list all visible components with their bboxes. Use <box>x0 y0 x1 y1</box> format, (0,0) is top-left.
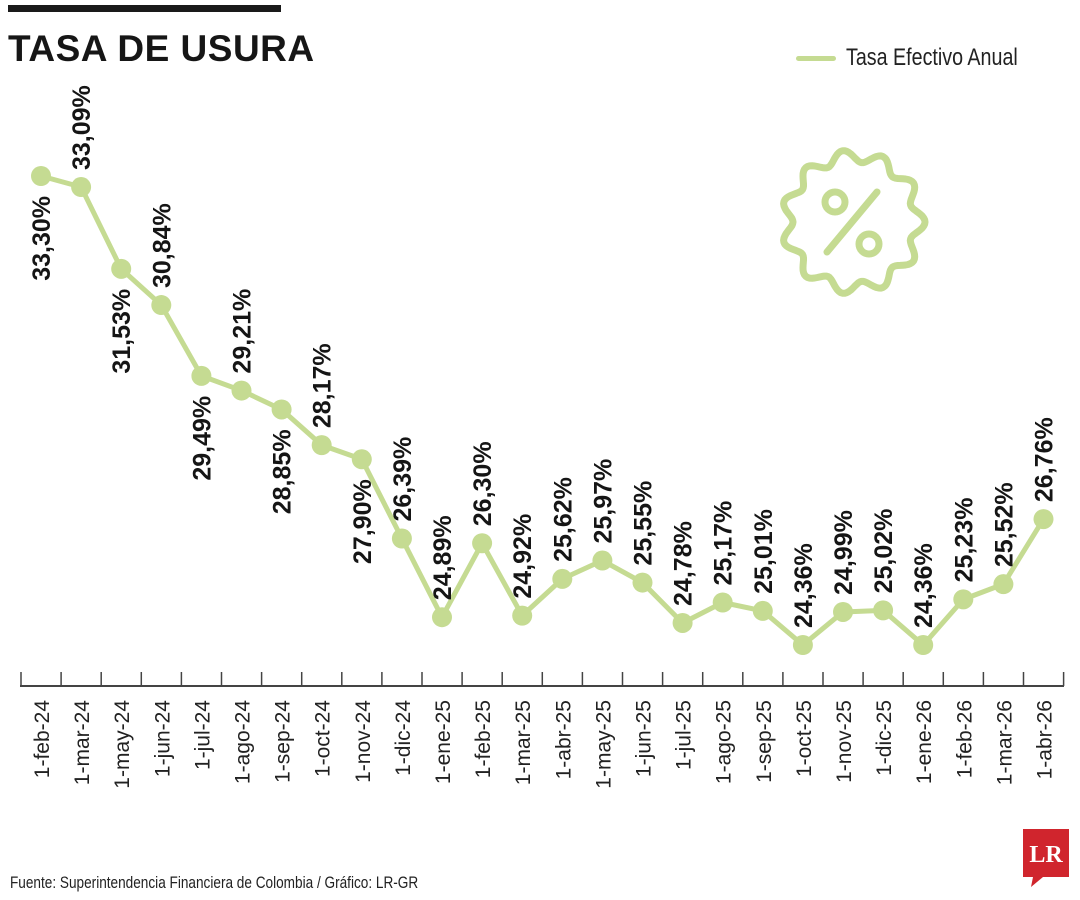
x-tick-label: 1-jul-25 <box>673 700 696 770</box>
data-label: 26,30% <box>469 441 497 526</box>
data-label: 24,36% <box>790 543 818 628</box>
data-label: 24,99% <box>830 510 858 595</box>
x-tick-label: 1-oct-24 <box>312 700 335 777</box>
data-label: 31,53% <box>108 289 136 374</box>
data-labels: 33,30% 33,09% 31,53% 30,84% 29,49% 29,21% 28,8… <box>28 85 1059 628</box>
x-tick-label: 1-dic-25 <box>873 700 896 776</box>
data-label: 33,09% <box>68 85 96 170</box>
lr-logo: LR <box>1023 829 1069 887</box>
data-point <box>31 166 51 186</box>
legend: Tasa Efectivo Anual <box>796 44 1055 72</box>
data-point <box>913 635 934 655</box>
data-point <box>151 295 172 316</box>
data-point <box>191 365 212 386</box>
x-tick-labels: 1-feb-24 1-mar-24 1-may-24 1-jun-24 1-jul-24… <box>31 700 1057 789</box>
data-point <box>953 589 974 610</box>
data-point <box>873 600 894 621</box>
data-point <box>432 607 452 628</box>
data-label: 25,01% <box>750 509 778 594</box>
x-tick-label: 1-mar-25 <box>512 700 535 785</box>
x-tick-label: 1-abr-25 <box>552 700 575 779</box>
percent-badge-icon <box>780 147 929 297</box>
data-point <box>512 605 533 626</box>
data-point <box>231 380 252 401</box>
data-point <box>592 550 613 571</box>
x-tick-label: 1-ene-26 <box>913 700 936 784</box>
data-point <box>632 572 653 593</box>
x-tick-label: 1-jun-25 <box>633 700 656 777</box>
x-tick-label: 1-mar-24 <box>71 700 94 786</box>
data-point <box>271 399 292 420</box>
x-tick-label: 1-ene-25 <box>432 700 455 784</box>
data-point <box>672 612 693 633</box>
x-tick-label: 1-ago-24 <box>232 700 255 784</box>
data-point <box>792 635 813 655</box>
data-label: 24,89% <box>429 515 457 600</box>
data-label: 26,76% <box>1031 417 1059 502</box>
x-axis <box>20 672 1065 687</box>
x-tick-label: 1-sep-24 <box>272 700 295 783</box>
data-label: 25,02% <box>870 509 898 594</box>
data-label: 25,62% <box>549 477 577 562</box>
x-tick-label: 1-feb-24 <box>31 700 54 779</box>
chart-title: TASA DE USURA <box>8 28 315 69</box>
x-tick-label: 1-may-25 <box>592 700 615 789</box>
x-tick-label: 1-dic-24 <box>392 700 415 776</box>
data-point <box>993 574 1014 595</box>
data-points <box>31 166 1054 655</box>
data-point <box>71 177 92 198</box>
x-tick-label: 1-jun-24 <box>151 700 174 777</box>
x-tick-label: 1-nov-24 <box>352 700 375 783</box>
data-point <box>472 533 493 554</box>
x-tick-label: 1-abr-26 <box>1034 700 1057 779</box>
data-point <box>311 435 332 456</box>
data-label: 24,78% <box>670 521 698 606</box>
x-tick-label: 1-feb-26 <box>953 700 976 778</box>
legend-swatch <box>796 55 836 61</box>
data-point <box>712 592 733 613</box>
data-label: 25,97% <box>589 459 617 544</box>
data-label: 33,30% <box>28 196 56 281</box>
x-tick-label: 1-mar-26 <box>993 700 1016 785</box>
source-note: Fuente: Superintendencia Financiera de C… <box>10 873 419 892</box>
top-rule <box>8 5 281 12</box>
data-point <box>833 601 853 622</box>
data-label: 26,39% <box>389 437 417 522</box>
x-tick-label: 1-ago-25 <box>713 700 736 784</box>
x-tick-label: 1-jul-24 <box>191 700 214 770</box>
data-label: 25,55% <box>630 481 658 566</box>
data-point <box>351 449 372 470</box>
x-tick-label: 1-oct-25 <box>793 700 816 777</box>
data-label: 24,36% <box>910 543 938 628</box>
data-point <box>391 528 412 549</box>
data-label: 27,90% <box>349 479 377 564</box>
x-tick-label: 1-sep-25 <box>753 700 776 783</box>
data-label: 24,92% <box>509 514 537 599</box>
svg-text:LR: LR <box>1029 842 1063 868</box>
data-label: 30,84% <box>148 203 176 288</box>
data-point <box>111 258 132 279</box>
x-tick-label: 1-feb-25 <box>472 700 495 778</box>
data-point <box>752 600 773 621</box>
data-label: 25,52% <box>990 482 1018 567</box>
data-label: 28,85% <box>269 429 297 514</box>
x-tick-label: 1-may-24 <box>111 700 134 789</box>
data-label: 25,23% <box>950 498 978 583</box>
x-tick-label: 1-nov-25 <box>833 700 856 783</box>
data-label: 25,17% <box>710 501 738 586</box>
data-label: 29,49% <box>188 396 216 481</box>
data-point <box>552 568 573 589</box>
data-point <box>1033 509 1054 530</box>
data-label: 28,17% <box>309 343 337 428</box>
legend-label: Tasa Efectivo Anual <box>846 44 1018 71</box>
data-label: 29,21% <box>229 289 257 374</box>
